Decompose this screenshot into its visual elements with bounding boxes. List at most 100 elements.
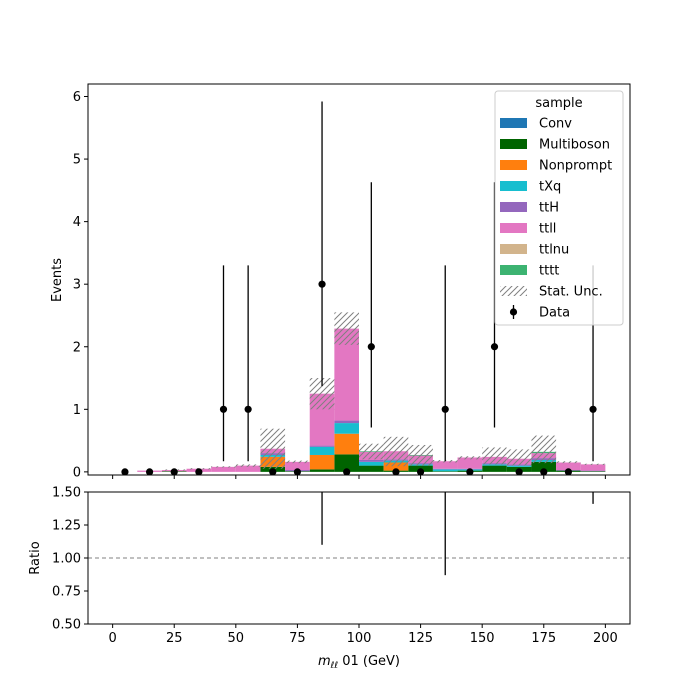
data-point-16 — [515, 468, 523, 475]
data-point-3 — [195, 468, 203, 475]
legend-swatch-tttt — [500, 265, 527, 275]
x-tick-label: 50 — [228, 631, 245, 646]
legend-label-tttt: tttt — [539, 264, 559, 279]
stat-unc-band-bin-14 — [457, 456, 483, 460]
bar-multiboson-bin-15 — [482, 465, 507, 472]
stat-unc-band-bin-10 — [359, 443, 384, 460]
bar-ttll-bin-13 — [432, 461, 458, 469]
legend-label-ttlnu: ttlnu — [539, 243, 569, 258]
ratio-plot: 0.50 0.75 1.00 1.25 1.50 0 25 50 75 100 125 150 175… — [28, 486, 631, 646]
bar-txq-bin-13 — [432, 469, 458, 472]
stat-unc-band-bin-5 — [235, 464, 261, 467]
legend-label-stat-unc-: Stat. Unc. — [539, 285, 603, 300]
stat-unc-band-bin-9 — [334, 312, 359, 345]
legend-label-conv: Conv — [539, 117, 572, 132]
bar-multiboson-bin-9 — [334, 454, 359, 472]
legend: sample Conv Multiboson Nonprompt tXq ttH ttll… — [494, 90, 624, 326]
legend-swatch-nonprompt — [500, 160, 527, 170]
bar-multiboson-bin-13 — [432, 471, 458, 472]
bar-tth-bin-10 — [359, 459, 384, 462]
x-tick-label: 75 — [289, 631, 306, 646]
main-y-tick-label: 0 — [73, 465, 81, 480]
main-y-tick-label: 6 — [73, 90, 81, 105]
data-point-19 — [589, 405, 597, 413]
stat-unc-band-bin-12 — [408, 444, 433, 466]
x-tick-label: 175 — [531, 631, 556, 646]
legend-swatch-tth — [500, 202, 527, 212]
ratio-y-tick-label: 0.50 — [52, 618, 81, 633]
data-point-11 — [392, 468, 400, 475]
data-point-8 — [318, 280, 326, 288]
bar-nonprompt-bin-8 — [309, 454, 335, 470]
bar-txq-bin-10 — [359, 461, 384, 466]
data-point-4 — [219, 405, 228, 413]
stat-unc-band-bin-13 — [432, 459, 458, 463]
stat-unc-band-bin-7 — [285, 460, 310, 464]
bar-tth-bin-13 — [432, 468, 458, 470]
legend-label-multiboson: Multiboson — [539, 138, 610, 153]
ratio-y-tick-label: 1.50 — [52, 486, 81, 501]
legend-label-txq: tXq — [539, 180, 561, 195]
bar-ttll-bin-4 — [211, 466, 236, 472]
legend-swatch-ttll — [500, 223, 527, 233]
legend-label-nonprompt: Nonprompt — [539, 159, 612, 174]
stat-unc-band-bin-19 — [580, 463, 606, 465]
data-point-9 — [343, 468, 351, 475]
legend-swatch-multiboson — [500, 139, 527, 149]
bar-ttll-bin-19 — [580, 464, 606, 471]
data-point-18 — [564, 468, 573, 475]
stat-unc-band-bin-4 — [211, 466, 236, 468]
ratio-axes-frame — [87, 491, 631, 625]
x-tick-label: 125 — [408, 631, 433, 646]
legend-label-ttll: ttll — [539, 222, 556, 237]
data-point-13 — [441, 405, 449, 413]
legend-data-marker — [509, 308, 518, 316]
main-y-tick-label: 4 — [73, 215, 81, 230]
bar-txq-bin-9 — [334, 423, 359, 434]
data-point-7 — [293, 468, 302, 475]
x-tick-label: 100 — [347, 631, 372, 646]
bar-multiboson-bin-10 — [359, 465, 384, 472]
data-point-6 — [269, 468, 277, 475]
main-y-tick-label: 1 — [73, 403, 81, 418]
bar-tth-bin-9 — [334, 420, 359, 424]
data-point-14 — [466, 468, 474, 475]
data-point-5 — [244, 405, 252, 413]
stat-unc-band-bin-17 — [531, 435, 557, 464]
data-point-12 — [416, 468, 425, 475]
bar-ttll-bin-7 — [285, 461, 310, 470]
legend-label-data: Data — [539, 306, 570, 321]
legend-label-tth: ttH — [539, 201, 559, 216]
legend-swatch-txq — [500, 181, 527, 191]
legend-swatch-ttlnu — [500, 244, 527, 254]
legend-title: sample — [535, 96, 582, 111]
x-axis-label: mℓℓ 01 (GeV) — [318, 654, 400, 671]
legend-swatch-conv — [500, 118, 527, 128]
data-point-10 — [367, 343, 375, 351]
ratio-y-tick-label: 0.75 — [52, 585, 81, 600]
main-y-axis-label: Events — [50, 258, 65, 302]
stat-unc-band-bin-15 — [482, 447, 507, 465]
data-point-15 — [490, 343, 499, 351]
ratio-y-tick-label: 1.25 — [52, 519, 81, 534]
main-plot: 0 1 2 3 4 5 6 Events — [50, 83, 631, 480]
data-point-2 — [170, 468, 178, 475]
x-tick-label: 25 — [166, 631, 183, 646]
main-y-tick-label: 2 — [73, 340, 81, 355]
bar-txq-bin-8 — [309, 446, 335, 455]
bar-tth-bin-8 — [309, 445, 335, 447]
bar-multiboson-bin-8 — [309, 469, 335, 472]
bar-txq-bin-15 — [482, 464, 507, 466]
x-tick-label: 0 — [108, 631, 116, 646]
bar-nonprompt-bin-9 — [334, 433, 359, 455]
bar-multiboson-bin-19 — [580, 471, 606, 472]
main-y-tick-label: 3 — [73, 278, 81, 293]
legend-swatch-stat-unc- — [500, 286, 527, 296]
x-tick-label: 150 — [470, 631, 495, 646]
x-tick-label: 200 — [593, 631, 618, 646]
bar-ttll-bin-18 — [556, 462, 581, 470]
data-point-0 — [121, 468, 129, 475]
bar-ttll-bin-5 — [235, 465, 261, 472]
bar-tth-bin-19 — [580, 470, 606, 472]
